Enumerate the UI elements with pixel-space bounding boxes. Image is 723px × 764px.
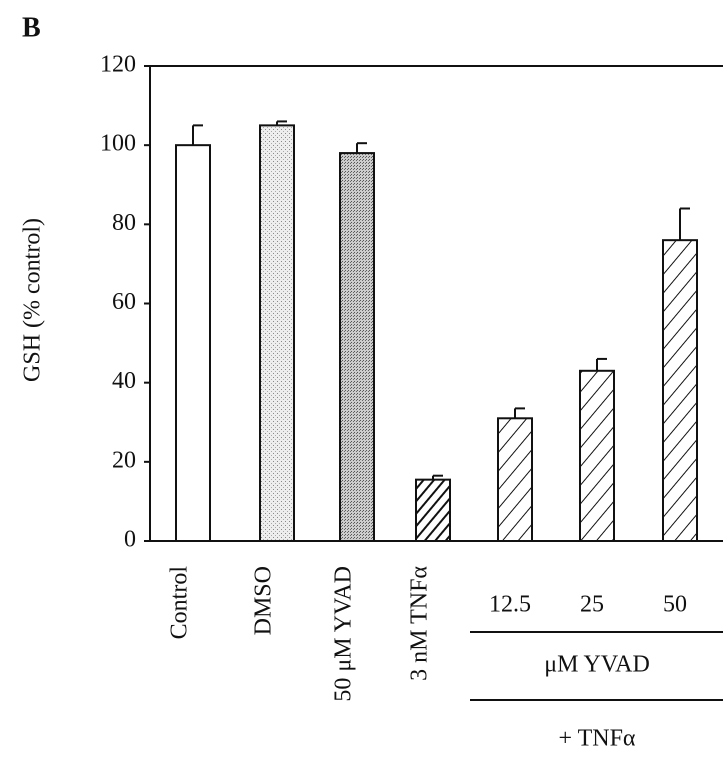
group-label: + TNFα xyxy=(558,726,635,752)
bar xyxy=(339,152,375,542)
y-tick-label: 0 xyxy=(124,527,136,553)
bar xyxy=(415,478,451,543)
y-tick-label: 100 xyxy=(100,131,136,157)
x-tick-label: 12.5 xyxy=(489,592,531,618)
y-tick-label: 60 xyxy=(112,289,136,315)
bar xyxy=(579,369,615,542)
bar xyxy=(497,417,533,542)
x-tick-label: 25 xyxy=(580,592,604,618)
x-tick-label: 50 μM YVAD xyxy=(331,566,357,702)
bar xyxy=(662,239,698,543)
bar xyxy=(259,124,295,542)
y-tick-label: 120 xyxy=(100,52,136,78)
bar xyxy=(175,144,211,543)
x-tick-label: DMSO xyxy=(251,566,277,635)
y-tick-label: 20 xyxy=(112,447,136,473)
x-tick-label: 3 nM TNFα xyxy=(407,566,433,681)
x-tick-label: Control xyxy=(167,566,193,640)
y-axis-label: GSH (% control) xyxy=(20,218,46,382)
x-tick-label: 50 xyxy=(663,592,687,618)
y-tick-label: 40 xyxy=(112,368,136,394)
group-label: μM YVAD xyxy=(544,652,650,678)
y-tick-label: 80 xyxy=(112,210,136,236)
panel-label: B xyxy=(22,12,41,43)
